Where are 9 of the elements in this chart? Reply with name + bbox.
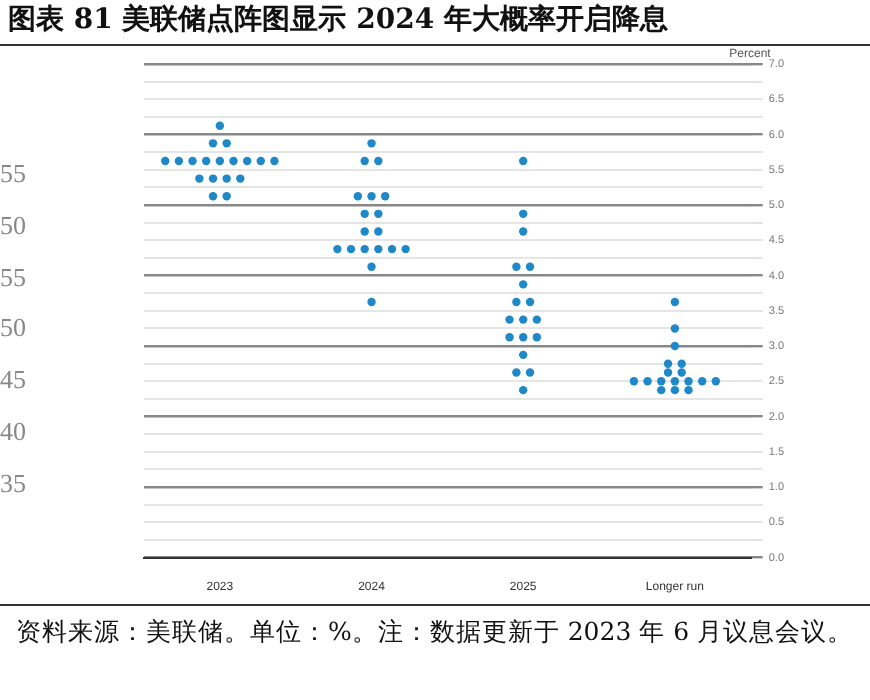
chart-title: 图表 81 美联储点阵图显示 2024 年大概率开启降息	[8, 2, 668, 38]
text: 55	[0, 156, 26, 192]
text: 45	[0, 362, 26, 399]
text: 40	[0, 413, 26, 450]
text: 资料来源：美联储。单位：%。注：数据更新于 2023 年 6 月议息会议。	[16, 614, 856, 650]
text: 50	[0, 207, 26, 244]
text: 50	[0, 310, 26, 347]
text: 55	[0, 259, 26, 296]
text: 35	[0, 465, 26, 502]
